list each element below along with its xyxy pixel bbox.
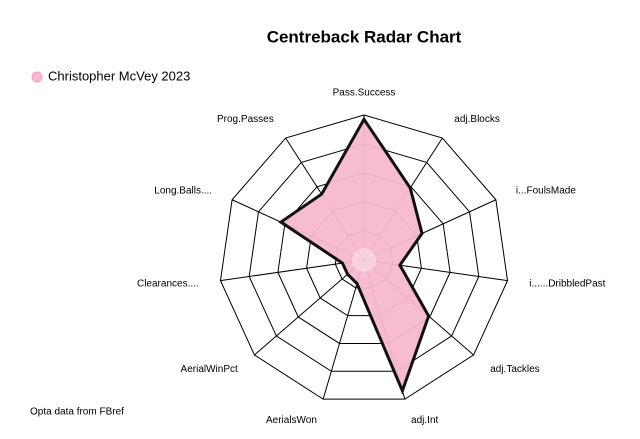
axis-label: AerialWinPct <box>181 364 238 375</box>
axis-label: Pass.Success <box>333 88 396 99</box>
axis-label: Long.Balls.... <box>154 185 212 196</box>
axis-label: AerialsWon <box>266 415 317 426</box>
axis-label: adj.Tackles <box>490 364 539 375</box>
axis-label: adj.Int <box>411 415 438 426</box>
legend-label: Christopher McVey 2023 <box>48 68 190 83</box>
axis-label: Clearances.... <box>137 278 199 289</box>
center-hole <box>352 248 376 272</box>
chart-title: Centreback Radar Chart <box>267 27 462 46</box>
axis-spoke <box>220 259 365 282</box>
radar-area <box>278 116 431 395</box>
caption: Opta data from FBref <box>30 407 124 418</box>
axis-spoke <box>254 259 365 356</box>
axis-label: adj.Blocks <box>454 114 500 125</box>
grid-ring <box>248 143 480 372</box>
axis-label: i...FoulsMade <box>516 185 576 196</box>
axis-label: Prog.Passes <box>217 114 274 125</box>
legend-swatch <box>31 71 43 83</box>
axis-label: i......DribbledPast <box>529 278 605 289</box>
grid-ring <box>219 114 509 400</box>
